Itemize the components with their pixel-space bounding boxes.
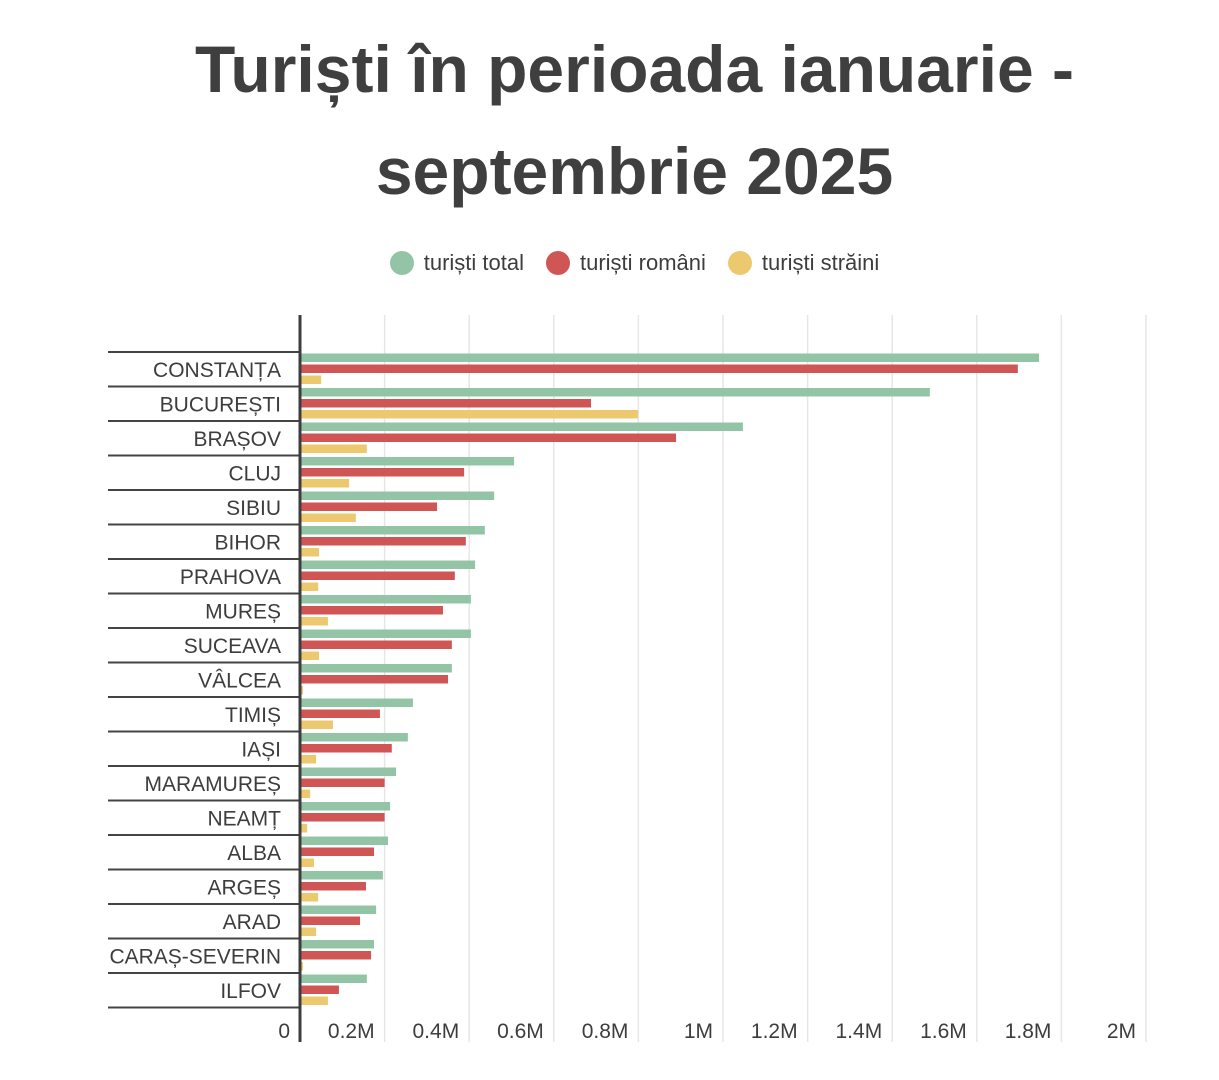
- x-tick-label: 1.6M: [920, 1020, 967, 1043]
- bar-romani: [300, 675, 449, 684]
- bar-total: [300, 353, 1039, 362]
- x-tick-label: 1.8M: [1005, 1020, 1052, 1043]
- chart-title-line-1: Turiști în perioada ianuarie -: [195, 32, 1074, 106]
- bar-romani: [300, 709, 380, 718]
- legend-swatch-total: [389, 251, 414, 275]
- legend-swatch-straini: [727, 251, 752, 275]
- bar-romani: [300, 364, 1018, 373]
- x-tick-label: 0.2M: [328, 1020, 375, 1043]
- bar-total: [300, 905, 377, 914]
- legend-label-straini: turiști străini: [761, 250, 880, 275]
- bar-total: [300, 664, 452, 673]
- category-label: ALBA: [227, 842, 281, 865]
- bar-romani: [300, 571, 455, 580]
- bar-straini: [300, 617, 328, 626]
- bar-romani: [300, 985, 339, 994]
- bar-romani: [300, 502, 438, 511]
- bar-straini: [300, 858, 314, 867]
- bar-total: [300, 526, 485, 535]
- category-label: VÂLCEA: [198, 670, 281, 693]
- category-label: TIMIȘ: [225, 704, 281, 727]
- bar-total: [300, 422, 743, 431]
- bar-romani: [300, 847, 375, 856]
- x-tick-label: 0.6M: [497, 1020, 544, 1043]
- bar-total: [300, 974, 367, 983]
- bar-total: [300, 940, 375, 949]
- bar-total: [300, 802, 391, 811]
- x-tick-label: 0.8M: [582, 1020, 629, 1043]
- x-tick-label: 0: [278, 1020, 290, 1043]
- bar-straini: [300, 582, 319, 591]
- bar-total: [300, 836, 388, 845]
- bar-straini: [300, 651, 320, 660]
- legend-label-total: turiști total: [423, 250, 524, 275]
- bar-total: [300, 491, 495, 500]
- category-label: CONSTANȚA: [153, 359, 281, 382]
- x-tick-label: 0.4M: [413, 1020, 460, 1043]
- bar-straini: [300, 375, 322, 384]
- x-tick-label: 1.4M: [836, 1020, 883, 1043]
- bar-total: [300, 457, 515, 466]
- category-label: PRAHOVA: [180, 566, 281, 589]
- bar-straini: [300, 410, 638, 419]
- bar-straini: [300, 755, 317, 764]
- chart-legend: turiști total turiști români turiști str…: [0, 250, 1219, 276]
- bar-romani: [300, 399, 592, 408]
- bar-total: [300, 560, 476, 569]
- bar-straini: [300, 927, 317, 936]
- bar-straini: [300, 513, 356, 522]
- legend-item-straini[interactable]: turiști străini: [727, 250, 880, 276]
- category-label: ARGEȘ: [207, 877, 281, 900]
- category-label: ILFOV: [220, 980, 281, 1003]
- category-label: CARAȘ-SEVERIN: [109, 946, 281, 969]
- bar-straini: [300, 444, 367, 453]
- bar-straini: [300, 479, 350, 488]
- x-tick-label: 1M: [684, 1020, 713, 1043]
- category-label: SUCEAVA: [184, 635, 281, 658]
- bar-straini: [300, 893, 319, 902]
- category-label: BRAȘOV: [193, 428, 281, 451]
- x-tick-label: 2M: [1107, 1020, 1136, 1043]
- bar-straini: [300, 720, 333, 729]
- bar-total: [300, 767, 397, 776]
- bar-straini: [300, 824, 308, 833]
- bar-romani: [300, 640, 452, 649]
- bar-romani: [300, 468, 465, 477]
- bar-total: [300, 629, 471, 638]
- legend-item-total[interactable]: turiști total: [389, 250, 524, 276]
- chart-title-line-2: septembrie 2025: [375, 134, 894, 208]
- category-label: MARAMUREȘ: [144, 773, 281, 796]
- bar-romani: [300, 433, 677, 442]
- bar-total: [300, 388, 930, 397]
- category-label: CLUJ: [228, 463, 281, 486]
- category-label: MUREȘ: [205, 601, 281, 624]
- bar-romani: [300, 537, 466, 546]
- bar-romani: [300, 916, 361, 925]
- bar-total: [300, 595, 471, 604]
- bar-total: [300, 733, 408, 742]
- category-label: BUCUREȘTI: [160, 394, 281, 417]
- bar-total: [300, 698, 413, 707]
- bar-romani: [300, 882, 366, 891]
- bar-romani: [300, 813, 385, 822]
- chart-title: Turiști în perioada ianuarie - septembri…: [0, 18, 1219, 222]
- bar-romani: [300, 778, 385, 787]
- x-tick-label: 1.2M: [751, 1020, 798, 1043]
- bar-romani: [300, 951, 372, 960]
- bar-romani: [300, 606, 443, 615]
- legend-swatch-romani: [545, 251, 570, 275]
- category-label: BIHOR: [214, 532, 281, 555]
- legend-label-romani: turiști români: [579, 250, 706, 275]
- category-label: IAȘI: [241, 739, 281, 762]
- bar-total: [300, 871, 383, 880]
- category-label: SIBIU: [226, 497, 281, 520]
- bar-straini: [300, 996, 328, 1005]
- legend-item-romani[interactable]: turiști români: [545, 250, 706, 276]
- bar-straini: [300, 789, 311, 798]
- category-label: NEAMȚ: [208, 808, 282, 831]
- bar-straini: [300, 548, 320, 557]
- bar-romani: [300, 744, 392, 753]
- category-label: ARAD: [223, 911, 281, 934]
